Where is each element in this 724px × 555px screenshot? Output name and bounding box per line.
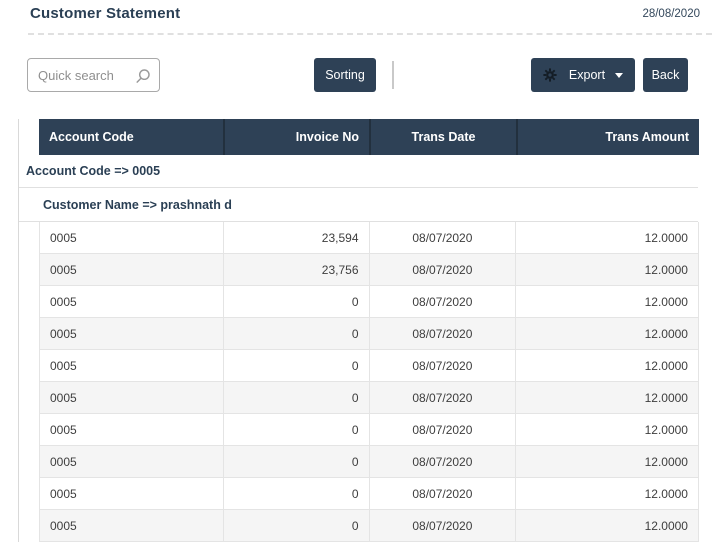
- table-row[interactable]: 0005 0 08/07/2020 12.0000: [39, 286, 699, 318]
- cell-trans-date: 08/07/2020: [370, 318, 517, 349]
- cell-account-code: 0005: [40, 286, 224, 317]
- table-row[interactable]: 0005 0 08/07/2020 12.0000: [39, 478, 699, 510]
- column-header-account-code[interactable]: Account Code: [49, 130, 134, 144]
- toolbar-divider: [392, 61, 394, 89]
- cell-trans-date: 08/07/2020: [370, 286, 517, 317]
- group-row-customer-name: Customer Name => prashnath d: [19, 188, 698, 222]
- cell-account-code: 0005: [40, 446, 224, 477]
- cell-trans-amount: 12.0000: [516, 382, 699, 413]
- export-button[interactable]: Export: [531, 58, 635, 92]
- cell-invoice-no: 23,594: [224, 222, 370, 253]
- cell-trans-amount: 12.0000: [516, 414, 699, 445]
- cell-trans-amount: 12.0000: [516, 254, 699, 285]
- customer-statement-table: Account Code Invoice No Trans Date Trans Am…: [18, 119, 699, 542]
- cell-invoice-no: 23,756: [224, 254, 370, 285]
- table-row[interactable]: 0005 0 08/07/2020 12.0000: [39, 350, 699, 382]
- cell-trans-date: 08/07/2020: [370, 414, 517, 445]
- cell-trans-date: 08/07/2020: [370, 350, 517, 381]
- export-button-label: Export: [568, 68, 606, 82]
- cell-account-code: 0005: [40, 510, 224, 541]
- cell-account-code: 0005: [40, 222, 224, 253]
- table-row[interactable]: 0005 23,756 08/07/2020 12.0000: [39, 254, 699, 286]
- table-row[interactable]: 0005 0 08/07/2020 12.0000: [39, 318, 699, 350]
- cell-trans-amount: 12.0000: [516, 350, 699, 381]
- cell-account-code: 0005: [40, 350, 224, 381]
- column-header-trans-amount[interactable]: Trans Amount: [516, 119, 699, 155]
- cell-trans-amount: 12.0000: [516, 478, 699, 509]
- cell-invoice-no: 0: [224, 318, 370, 349]
- back-button[interactable]: Back: [643, 58, 688, 92]
- cell-trans-date: 08/07/2020: [370, 510, 517, 541]
- table-body: 0005 23,594 08/07/2020 12.0000 0005 23,756 08/…: [39, 222, 699, 542]
- cell-trans-amount: 12.0000: [516, 222, 699, 253]
- cell-trans-date: 08/07/2020: [370, 222, 517, 253]
- cell-invoice-no: 0: [224, 446, 370, 477]
- cell-trans-date: 08/07/2020: [370, 382, 517, 413]
- table-header-row: Account Code Invoice No Trans Date Trans Am…: [39, 119, 699, 155]
- cell-trans-amount: 12.0000: [516, 318, 699, 349]
- column-header-invoice-no[interactable]: Invoice No: [223, 119, 369, 155]
- dashed-divider: [28, 33, 712, 35]
- cell-invoice-no: 0: [224, 510, 370, 541]
- search-icon: [136, 69, 150, 83]
- report-date: 28/08/2020: [642, 8, 700, 20]
- table-row[interactable]: 0005 0 08/07/2020 12.0000: [39, 382, 699, 414]
- cell-account-code: 0005: [40, 254, 224, 285]
- caret-down-icon: [615, 72, 623, 78]
- cell-trans-amount: 12.0000: [516, 446, 699, 477]
- table-row[interactable]: 0005 0 08/07/2020 12.0000: [39, 510, 699, 542]
- table-row[interactable]: 0005 0 08/07/2020 12.0000: [39, 446, 699, 478]
- cell-trans-date: 08/07/2020: [370, 446, 517, 477]
- cell-trans-date: 08/07/2020: [370, 478, 517, 509]
- table-row[interactable]: 0005 0 08/07/2020 12.0000: [39, 414, 699, 446]
- cell-trans-amount: 12.0000: [516, 510, 699, 541]
- group-row-customer-label: Customer Name => prashnath d: [43, 197, 232, 212]
- cell-invoice-no: 0: [224, 478, 370, 509]
- quick-search-box: [27, 58, 160, 92]
- cell-account-code: 0005: [40, 318, 224, 349]
- cell-invoice-no: 0: [224, 350, 370, 381]
- group-row-account-code: Account Code => 0005: [19, 155, 698, 188]
- cell-trans-date: 08/07/2020: [370, 254, 517, 285]
- column-header-trans-date[interactable]: Trans Date: [369, 119, 516, 155]
- cell-account-code: 0005: [40, 414, 224, 445]
- page-title: Customer Statement: [30, 5, 181, 22]
- cell-invoice-no: 0: [224, 286, 370, 317]
- cell-account-code: 0005: [40, 478, 224, 509]
- gear-icon: [543, 68, 557, 82]
- cell-account-code: 0005: [40, 382, 224, 413]
- cell-trans-amount: 12.0000: [516, 286, 699, 317]
- search-input[interactable]: [28, 59, 159, 91]
- group-row-account-label: Account Code => 0005: [26, 164, 161, 178]
- cell-invoice-no: 0: [224, 414, 370, 445]
- sorting-button[interactable]: Sorting: [314, 58, 376, 92]
- cell-invoice-no: 0: [224, 382, 370, 413]
- table-row[interactable]: 0005 23,594 08/07/2020 12.0000: [39, 222, 699, 254]
